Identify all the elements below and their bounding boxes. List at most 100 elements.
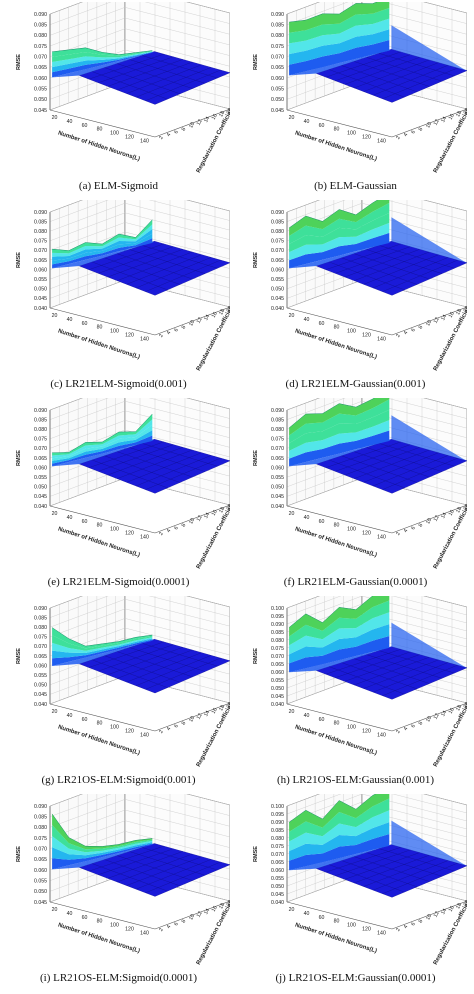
surface-ridge-edge	[289, 2, 378, 23]
surface-band	[289, 822, 390, 861]
x-tick-label: 60	[319, 717, 325, 723]
y-tick-label: 20	[463, 305, 467, 313]
surface-back-rise	[391, 622, 467, 668]
y-axis-title: Regularization Coefficient(L)	[433, 297, 467, 372]
panel-d: 0.040 0.045 0.050 0.055 0.060 0.065 0.070 0.075…	[237, 198, 474, 396]
surface-mesh-line	[104, 257, 181, 285]
surface-band	[289, 2, 390, 33]
z-tick-label: 0.060	[34, 868, 47, 874]
surface-mesh-line	[378, 650, 455, 674]
gridline	[49, 794, 83, 807]
surface-chart-g: 0.040 0.045 0.050 0.055 0.060 0.065 0.070 0.075…	[16, 596, 230, 768]
y-tick-label: 6	[410, 723, 417, 728]
z-tick-label: 0.080	[271, 836, 284, 842]
y-tick-label: 14	[440, 116, 448, 124]
gridline	[124, 203, 230, 231]
gridline	[124, 820, 230, 848]
z-tick-label: 0.040	[34, 306, 47, 312]
z-tick-label: 0.055	[34, 277, 47, 283]
surface-band	[52, 843, 153, 870]
y-tick-label: 12	[433, 317, 441, 325]
y-tick-label: 4	[166, 528, 173, 533]
y-tick-label: 14	[440, 512, 448, 520]
surface-mesh-line	[116, 63, 193, 89]
x-tick-label: 40	[67, 119, 73, 125]
z-tick-label: 0.085	[34, 814, 47, 820]
z-tick-label: 0.050	[34, 287, 47, 293]
x-tick-label: 60	[82, 717, 88, 723]
z-tick-label: 0.040	[271, 306, 284, 312]
x-tick-label: 80	[334, 523, 340, 529]
gridline	[124, 17, 230, 46]
surface-band	[289, 40, 390, 76]
z-tick-label: 0.085	[271, 417, 284, 423]
y-tick-label: 14	[203, 908, 211, 916]
y-tick-label: 20	[463, 899, 467, 907]
panel-caption-h: (h) LR21OS-ELM:Gaussian(0.001)	[276, 774, 435, 786]
x-tick-label: 100	[110, 725, 119, 731]
y-tick-label: 18	[455, 506, 463, 514]
gridline	[124, 212, 230, 240]
surface-mesh-line	[141, 245, 218, 269]
gridline	[423, 2, 467, 14]
surface-mesh-line	[104, 67, 181, 94]
surface-band	[52, 825, 153, 853]
z-tick-label: 0.055	[271, 475, 284, 481]
surface-mesh-line	[353, 61, 430, 87]
surface-band	[289, 794, 390, 832]
gridline	[124, 608, 230, 636]
surface-band	[289, 8, 390, 44]
surface-back-rise	[391, 820, 467, 866]
surface-band	[289, 420, 390, 459]
surface-mesh-line	[328, 459, 405, 489]
gridline	[186, 596, 230, 608]
z-tick-label: 0.055	[34, 878, 47, 884]
z-tick-label: 0.060	[271, 868, 284, 874]
y-axis-line	[391, 900, 467, 930]
x-tick-label: 100	[347, 131, 356, 137]
z-tick-label: 0.070	[34, 446, 47, 452]
x-axis-line	[49, 109, 156, 138]
x-tick-label: 20	[52, 907, 58, 913]
gridline	[186, 398, 230, 410]
surface-mesh-line	[353, 451, 430, 478]
y-tick-label: 8	[418, 523, 425, 528]
y-axis-title: Regularization Coefficient(L)	[433, 495, 467, 570]
x-axis-line	[286, 901, 393, 930]
y-tick-label: 4	[403, 726, 410, 731]
y-axis-line	[391, 504, 467, 534]
x-tick-label: 120	[125, 134, 134, 140]
x-axis-line	[286, 109, 393, 138]
z-tick-label: 0.080	[34, 625, 47, 631]
y-tick-label: 4	[403, 528, 410, 533]
gridline	[286, 596, 320, 609]
surface-band	[289, 399, 390, 444]
y-tick-label: 2	[395, 333, 402, 338]
x-tick-label: 100	[347, 725, 356, 731]
surface-band	[52, 639, 153, 666]
z-tick-label: 0.090	[271, 12, 284, 18]
surface-mesh-line	[366, 57, 443, 82]
z-tick-label: 0.055	[34, 475, 47, 481]
z-tick-label: 0.045	[34, 494, 47, 500]
surface-mesh-line	[353, 253, 430, 280]
x-tick-label: 20	[289, 907, 295, 913]
z-tick-label: 0.085	[34, 219, 47, 225]
z-tick-label: 0.095	[271, 614, 284, 620]
y-tick-label: 12	[433, 713, 441, 721]
y-axis-line	[154, 306, 230, 336]
y-tick-label: 12	[433, 515, 441, 523]
z-tick-label: 0.075	[34, 437, 47, 443]
z-tick-label: 0.050	[34, 485, 47, 491]
x-tick-label: 40	[304, 119, 310, 125]
surface-mesh-line	[116, 651, 193, 678]
gridline	[124, 7, 230, 35]
x-tick-label: 80	[97, 523, 103, 529]
y-tick-label: 6	[173, 525, 180, 530]
y-axis-title: Regularization Coefficient(L)	[196, 693, 230, 768]
x-axis-line	[49, 703, 156, 732]
z-tick-label: 0.045	[271, 892, 284, 898]
y-tick-label: 4	[166, 132, 173, 137]
z-tick-label: 0.075	[34, 635, 47, 641]
z-tick-label: 0.080	[34, 33, 47, 39]
